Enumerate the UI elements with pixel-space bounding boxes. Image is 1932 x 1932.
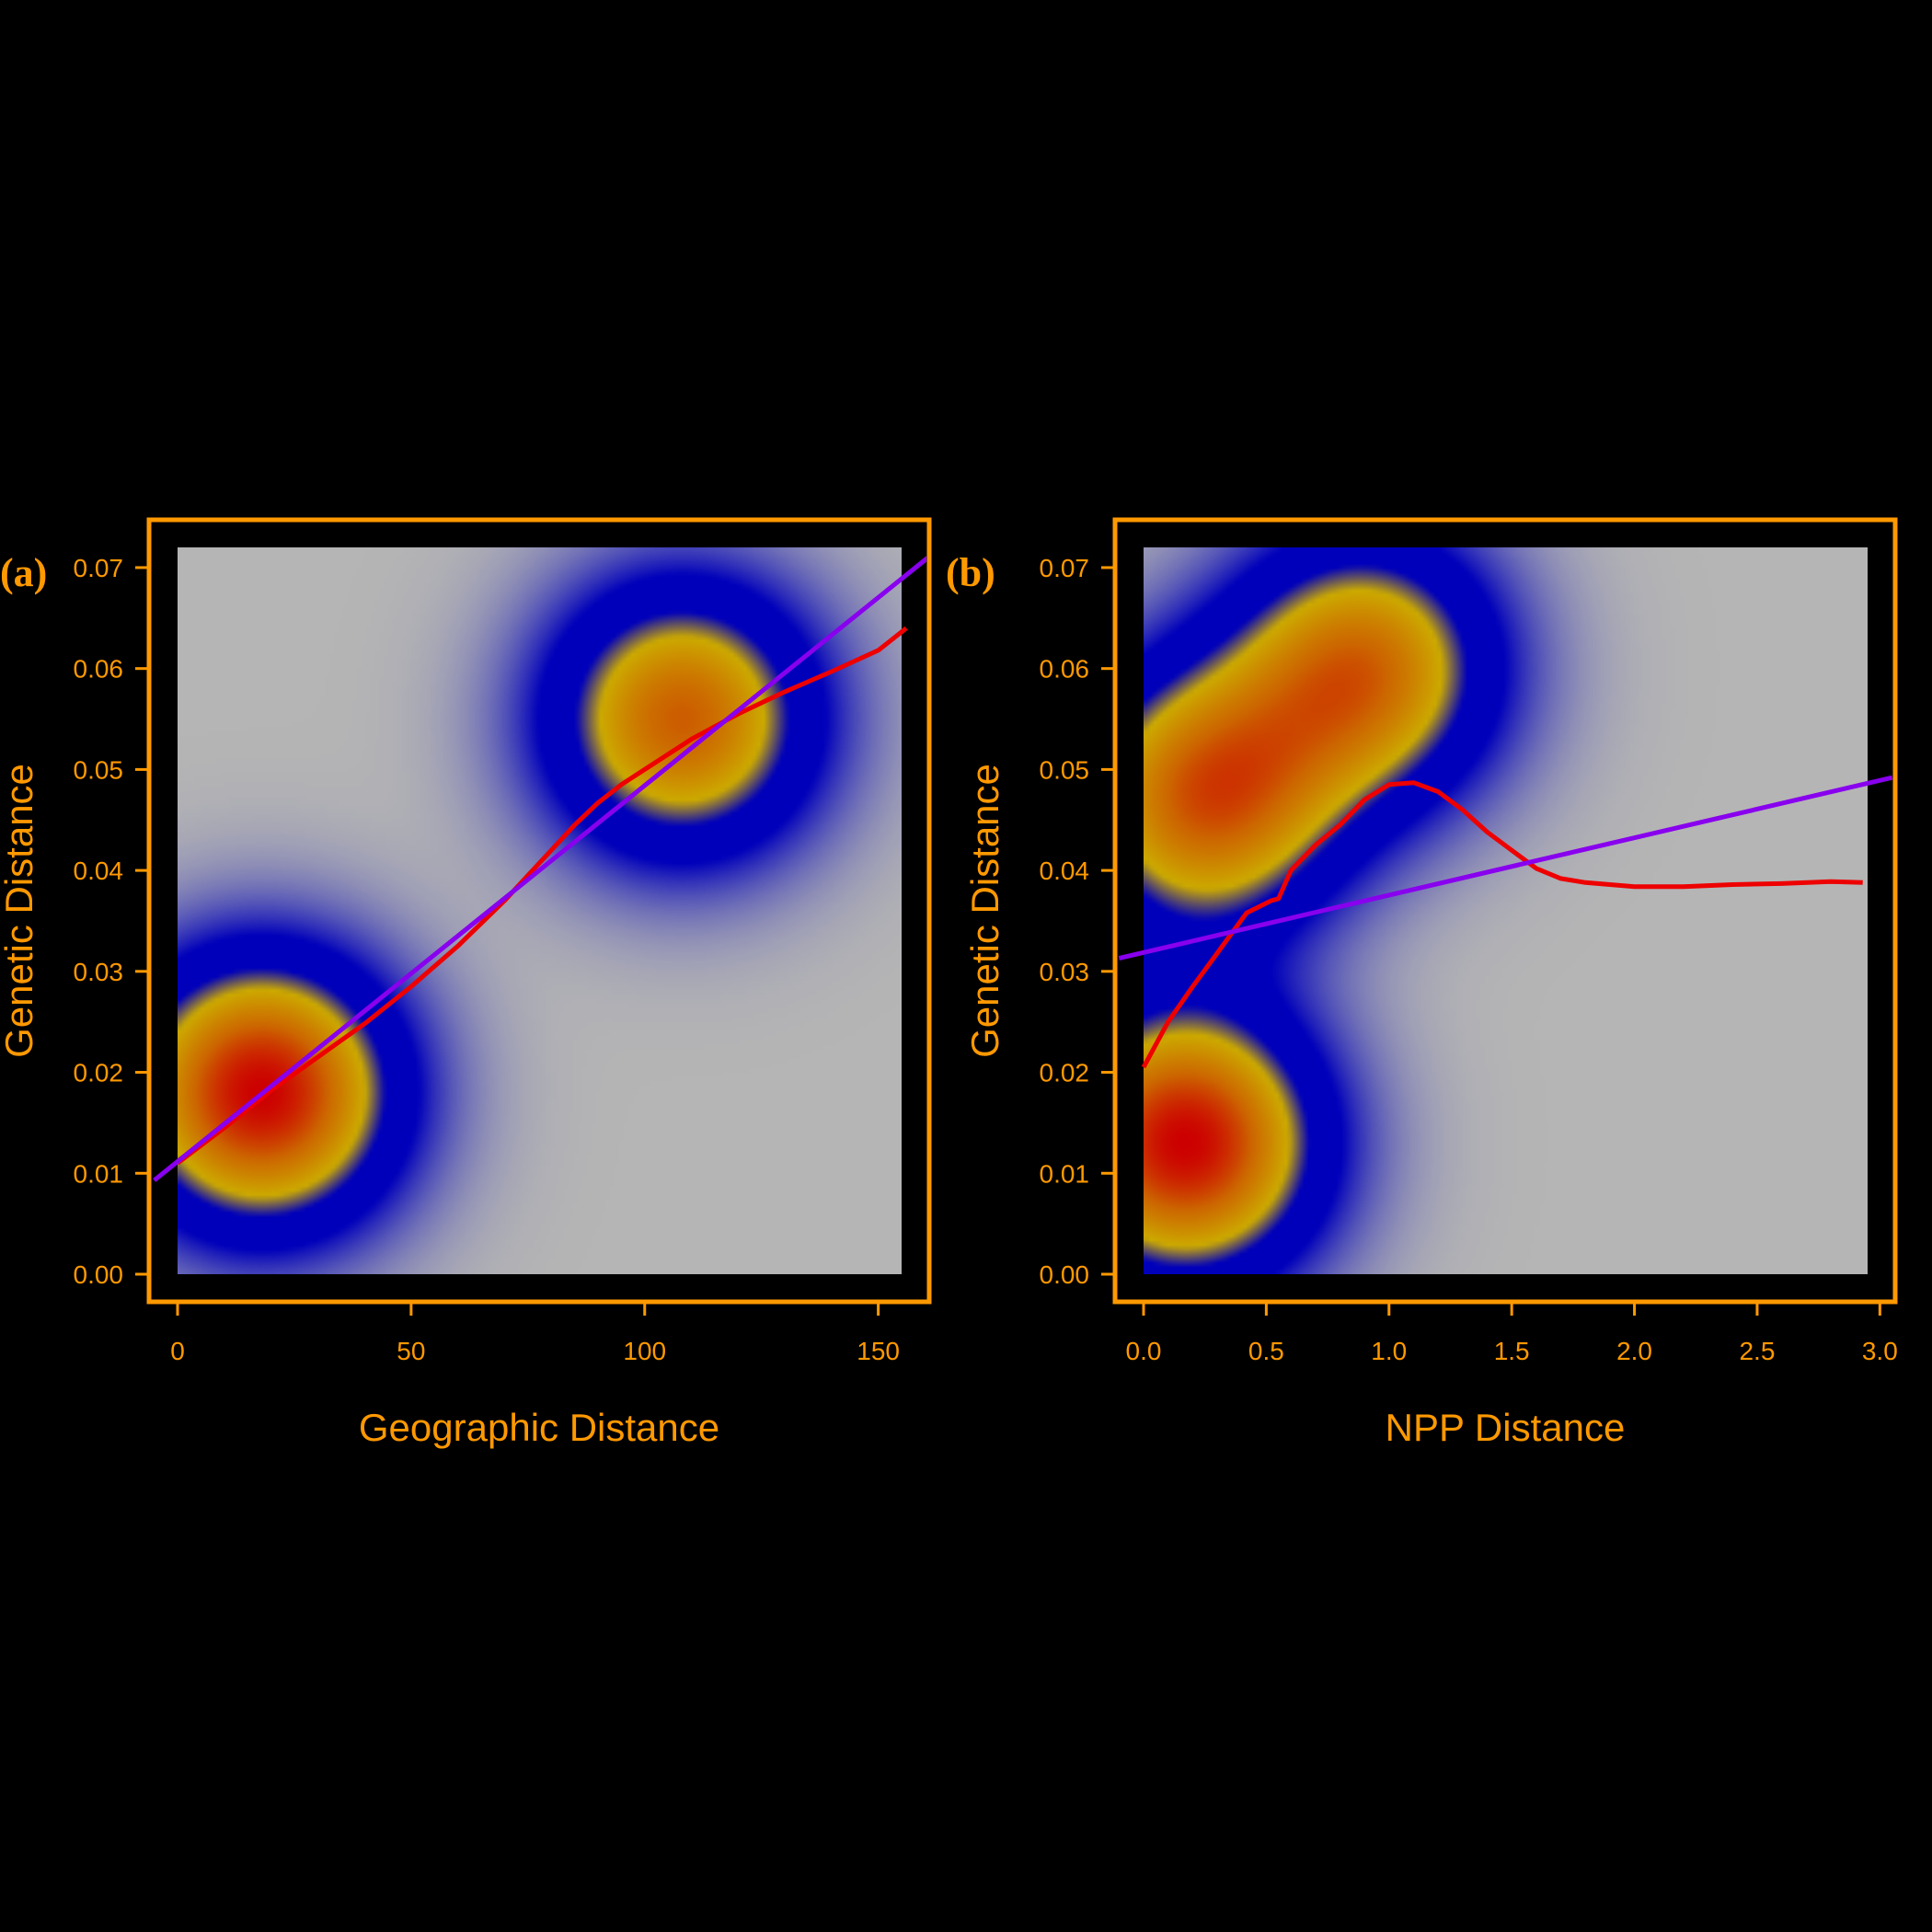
y-tick-label: 0.05 [74,755,124,784]
x-tick-label: 2.5 [1739,1337,1775,1365]
y-tick-label: 0.07 [74,554,124,582]
panel-a: 0.00 0.01 0.02 0.03 0.04 0.05 0.06 0.07 0 50 100 15… [0,517,932,1449]
panel-label: (a) [0,550,47,595]
density-heatmap [178,547,902,1274]
x-tick-label: 1.0 [1371,1337,1407,1365]
x-tick-label: 3.0 [1862,1337,1898,1365]
x-tick-label: 1.5 [1494,1337,1530,1365]
y-tick-label: 0.07 [1040,554,1090,582]
y-tick-label: 0.00 [1040,1260,1090,1289]
y-tick-label: 0.04 [1040,857,1090,885]
y-tick-label: 0.04 [74,857,124,885]
y-tick-label: 0.03 [74,958,124,986]
y-tick-label: 0.02 [1040,1059,1090,1087]
linear-fit-line [1118,775,1892,961]
y-tick-label: 0.02 [74,1059,124,1087]
y-axis-title: Genetic Distance [0,764,40,1058]
x-tick-label: 100 [623,1337,666,1365]
y-tick-label: 0.03 [1040,958,1090,986]
panel-label: (b) [946,550,995,595]
y-tick-label: 0.01 [74,1159,124,1188]
y-tick-label: 0.06 [74,655,124,684]
panel-b: 0.00 0.01 0.02 0.03 0.04 0.05 0.06 0.07 0.0 0.5 1.… [946,517,1898,1449]
y-tick-label: 0.01 [1040,1159,1090,1188]
y-tick-label: 0.00 [74,1260,124,1289]
plot-frame [1112,517,1898,1305]
plot-frame [146,517,932,1305]
x-tick-label: 2.0 [1616,1337,1652,1365]
x-tick-label: 0.5 [1248,1337,1284,1365]
linear-fit-line [153,556,926,1182]
x-tick-label: 0 [170,1337,185,1365]
smooth-fit-line [1141,780,1863,1069]
x-axis-title: Geographic Distance [359,1406,719,1449]
x-tick-label: 50 [397,1337,425,1365]
density-heatmap [1144,547,1868,1274]
x-axis-title: NPP Distance [1386,1406,1626,1449]
smooth-fit-line [176,626,908,1166]
y-tick-label: 0.06 [1040,655,1090,684]
y-axis-title: Genetic Distance [963,764,1006,1058]
x-tick-label: 150 [857,1337,900,1365]
x-tick-label: 0.0 [1126,1337,1162,1365]
y-tick-label: 0.05 [1040,755,1090,784]
